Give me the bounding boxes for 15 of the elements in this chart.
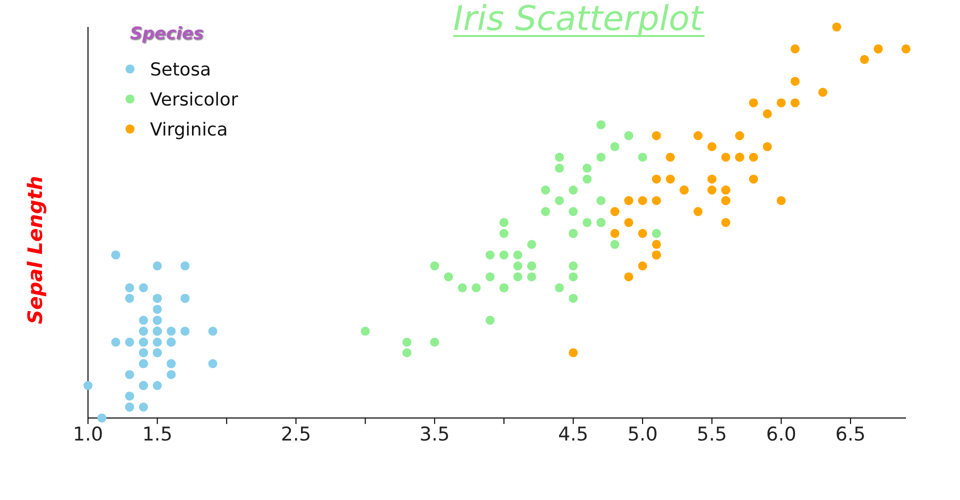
legend-title: Species (130, 24, 204, 44)
legend-label: Versicolor (150, 89, 239, 110)
x-tick-label: 6.0 (766, 423, 796, 446)
x-tick-label: 6.5 (835, 423, 866, 446)
y-axis-title: Sepal Length (23, 176, 47, 324)
x-tick-label: 5.0 (627, 423, 658, 446)
x-tick-label: 1.5 (142, 423, 172, 446)
legend-label: Setosa (150, 59, 211, 80)
x-tick-label: 1.0 (72, 423, 104, 446)
x-tick-label: 5.5 (696, 423, 728, 446)
legend-label: Virginica (150, 119, 228, 140)
chart-title: Iris Scatterplot (453, 0, 705, 39)
x-tick-label: 4.5 (558, 423, 588, 446)
x-tick-label: 3.5 (420, 423, 450, 446)
x-tick-label: 2.5 (280, 423, 312, 446)
